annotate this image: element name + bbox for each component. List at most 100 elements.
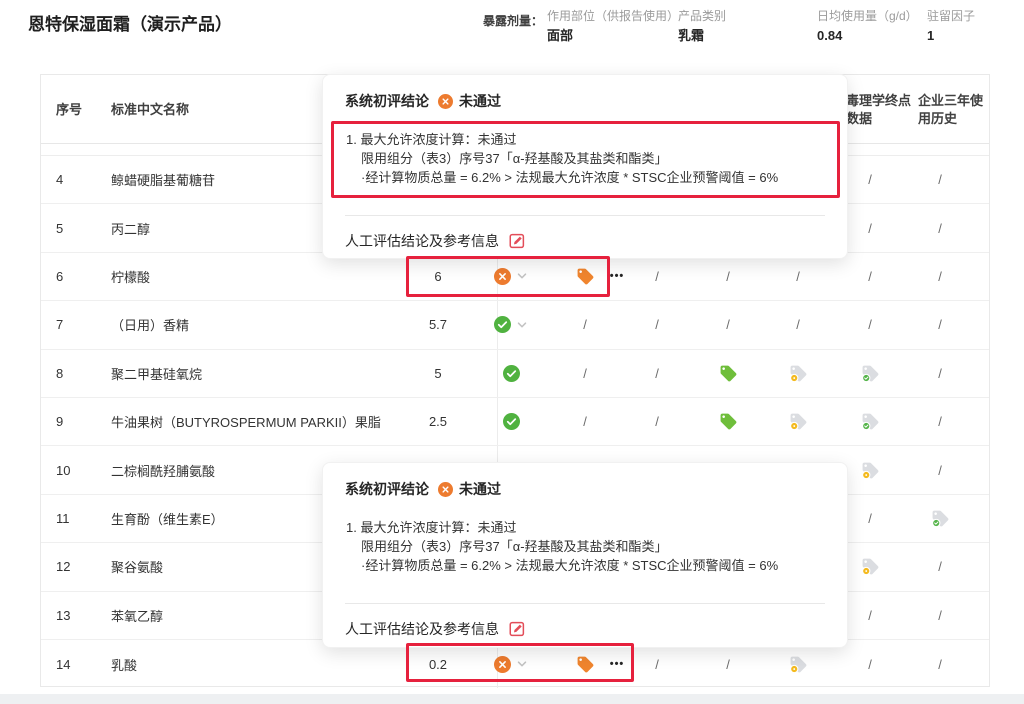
empty-slash: / (726, 268, 730, 284)
row-index: 13 (56, 607, 71, 623)
status-cell (479, 253, 543, 300)
empty-slash: / (938, 656, 942, 672)
fail-icon[interactable] (494, 267, 511, 285)
field-value: 0.84 (817, 28, 843, 43)
field-label: 产品类别 (678, 9, 727, 23)
row-index: 8 (56, 365, 64, 381)
system-evaluation-popover: 系统初评结论 未通过 1. 最大允许浓度计算：未通过限用组分（表3）序号37「α… (322, 462, 848, 648)
row-index: 10 (56, 462, 71, 478)
row-index: 11 (56, 510, 70, 526)
gray-tag-green-check-icon[interactable] (861, 412, 880, 431)
field-daily-usage: 日均使用量（g/d） 0.84 (817, 6, 918, 46)
field-label: 驻留因子 (927, 9, 976, 23)
popover-conclusion-line: ·经计算物质总量 = 6.2% > 法规最大允许浓度 * STSC企业预警阈值 … (361, 558, 779, 573)
row-index: 7 (56, 317, 64, 333)
ingredient-name: 苯氧乙醇 (111, 608, 164, 624)
exposure-dose-label: 暴露剂量： (483, 14, 544, 28)
popover-conclusion-line: 1. 最大允许浓度计算：未通过 (346, 520, 517, 535)
empty-slash: / (868, 268, 872, 284)
empty-slash: / (868, 607, 872, 623)
popover-status: 未通过 (459, 93, 501, 109)
empty-slash: / (655, 656, 659, 672)
field-retention-factor: 驻留因子 1 (927, 6, 975, 46)
gray-tag-yellow-badge-icon[interactable] (789, 364, 808, 383)
fail-icon[interactable] (494, 655, 511, 673)
manual-evaluation-label: 人工评估结论及参考信息 (345, 621, 499, 637)
fail-icon (438, 93, 453, 109)
field-product-category: 产品类别 乳霜 (678, 6, 726, 46)
green-tag-icon[interactable] (719, 412, 738, 431)
gray-tag-yellow-badge-icon[interactable] (861, 557, 880, 576)
pass-icon[interactable] (494, 316, 511, 334)
popover-title: 系统初评结论 (345, 481, 429, 497)
gray-tag-yellow-badge-icon[interactable] (789, 412, 808, 431)
chevron-down-icon[interactable] (516, 319, 528, 331)
gray-tag-yellow-badge-icon[interactable] (789, 655, 808, 674)
table-row: 6 柠檬酸 6 ••• / / / / / (41, 253, 989, 302)
empty-slash: / (868, 172, 872, 188)
empty-slash: / (938, 559, 942, 575)
more-actions-ellipsis[interactable]: ••• (609, 270, 625, 283)
field-value: 面部 (547, 28, 574, 43)
green-tag-icon[interactable] (719, 364, 738, 383)
ingredient-name: （日用）香精 (111, 318, 190, 334)
ingredient-name: 乳酸 (111, 657, 138, 673)
gray-tag-green-check-icon[interactable] (861, 364, 880, 383)
pass-icon[interactable] (502, 413, 520, 431)
empty-slash: / (583, 365, 587, 381)
empty-slash: / (583, 317, 587, 333)
empty-slash: / (938, 414, 942, 430)
empty-slash: / (938, 462, 942, 478)
field-value: 1 (927, 28, 935, 43)
annotation-box-popover-text: 1. 最大允许浓度计算：未通过 限用组分（表3）序号37「α-羟基酸及其盐类和酯类… (331, 121, 840, 198)
empty-slash: / (726, 656, 730, 672)
empty-slash: / (938, 317, 942, 333)
field-label: 作用部位（供报告使用） (547, 9, 680, 23)
empty-slash: / (938, 607, 942, 623)
empty-slash: / (796, 317, 800, 333)
orange-tag-icon[interactable] (576, 267, 595, 286)
field-value: 乳霜 (678, 28, 705, 43)
row-index: 4 (56, 172, 64, 188)
row-index: 9 (56, 414, 64, 430)
field-label: 日均使用量（g/d） (817, 9, 918, 23)
popover-title: 系统初评结论 (345, 93, 429, 109)
chevron-down-icon[interactable] (516, 270, 528, 282)
empty-slash: / (655, 414, 659, 430)
page-bottom-strip (0, 694, 1024, 704)
column-header-tox: 毒理学终点数据 (846, 93, 912, 126)
content-percent-value: 5.7 (428, 317, 448, 333)
empty-slash: / (655, 317, 659, 333)
more-actions-ellipsis[interactable]: ••• (609, 658, 625, 671)
table-row: 8 聚二甲基硅氧烷 5 / / / (41, 350, 989, 398)
empty-slash: / (868, 220, 872, 236)
ingredient-name: 牛油果树（BUTYROSPERMUM PARKII）果脂 (111, 415, 381, 431)
empty-slash: / (938, 220, 942, 236)
system-evaluation-popover: 系统初评结论 未通过 1. 最大允许浓度计算：未通过 限用组分（表3）序号37「α… (322, 74, 848, 259)
empty-slash: / (655, 365, 659, 381)
table-row: 9 牛油果树（BUTYROSPERMUM PARKII）果脂 2.5 / / / (41, 398, 989, 447)
empty-slash: / (655, 268, 659, 284)
annotation-box-row14 (406, 643, 634, 682)
empty-slash: / (868, 317, 872, 333)
row-index: 6 (56, 268, 64, 284)
orange-tag-icon[interactable] (576, 655, 595, 674)
ingredient-name: 柠檬酸 (111, 269, 151, 285)
popover-conclusion-line: 1. 最大允许浓度计算：未通过 (346, 132, 517, 147)
popover-status: 未通过 (459, 481, 501, 497)
chevron-down-icon[interactable] (516, 658, 528, 670)
table-row: 7 （日用）香精 5.7 / / / / / / (41, 301, 989, 350)
empty-slash: / (868, 656, 872, 672)
edit-icon[interactable] (508, 232, 526, 250)
column-header-name: 标准中文名称 (111, 102, 190, 117)
content-percent-value: 0.2 (428, 656, 448, 672)
gray-tag-green-check-icon[interactable] (931, 509, 950, 528)
pass-icon[interactable] (502, 364, 520, 382)
edit-icon[interactable] (508, 620, 526, 638)
popover-conclusion-line: 限用组分（表3）序号37「α-羟基酸及其盐类和酯类」 (361, 539, 668, 554)
content-percent-value: 5 (434, 365, 442, 381)
row-index: 12 (56, 559, 71, 575)
gray-tag-yellow-badge-icon[interactable] (861, 461, 880, 480)
ingredient-name: 聚谷氨酸 (111, 560, 164, 576)
empty-slash: / (583, 414, 587, 430)
